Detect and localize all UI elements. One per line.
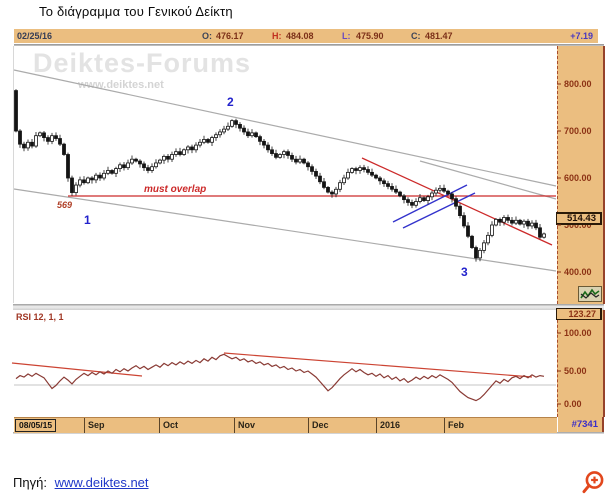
high-label: H: bbox=[272, 31, 282, 41]
elliott-wave-2: 2 bbox=[227, 95, 234, 109]
month-label: Sep bbox=[88, 420, 105, 430]
open-value: 476.17 bbox=[216, 31, 244, 41]
month-label: 2016 bbox=[380, 420, 401, 430]
low-value: 475.90 bbox=[356, 31, 384, 41]
zoom-in-icon[interactable] bbox=[580, 468, 608, 496]
watermark-url: www.deiktes.net bbox=[78, 79, 164, 91]
rsi-tick-label: 0.00 bbox=[564, 399, 582, 409]
close-label: C: bbox=[411, 31, 421, 41]
price-tick-label: 600.00 bbox=[564, 173, 592, 183]
rsi-top-value-box: 123.27 bbox=[556, 308, 602, 320]
month-label: Nov bbox=[238, 420, 256, 430]
price-axis-panel: 800.00 700.00 600.00 500.00 400.00 bbox=[557, 46, 605, 304]
rsi-tick-label: 50.00 bbox=[564, 366, 587, 376]
quote-date: 02/25/16 bbox=[17, 31, 53, 41]
source-label: Πηγή: bbox=[13, 475, 47, 490]
high-value: 484.08 bbox=[286, 31, 314, 41]
month-tick bbox=[84, 418, 85, 433]
rsi-red-trendline-long bbox=[223, 352, 533, 378]
month-tick bbox=[234, 418, 235, 433]
price-tick-label: 400.00 bbox=[564, 267, 592, 277]
must-overlap-label: must overlap bbox=[144, 184, 207, 195]
price-level-569-label: 569 bbox=[57, 200, 73, 210]
elliott-wave-1: 1 bbox=[84, 213, 91, 227]
month-tick bbox=[444, 418, 445, 433]
quote-header-bar: 02/25/16 O: 476.17 H: 484.08 L: 475.90 C… bbox=[14, 29, 598, 43]
price-tick-label: 800.00 bbox=[564, 79, 592, 89]
last-price-box: 514.43 bbox=[556, 212, 602, 225]
rsi-indicator-label: RSI 12, 1, 1 bbox=[16, 312, 64, 322]
header-divider bbox=[14, 43, 604, 47]
month-tick bbox=[159, 418, 160, 433]
rsi-red-trendline-left bbox=[11, 362, 143, 377]
elliott-wave-3: 3 bbox=[461, 265, 468, 279]
month-tick bbox=[376, 418, 377, 433]
bar-count-box: #7341 bbox=[558, 417, 604, 432]
open-label: O: bbox=[202, 31, 212, 41]
chart-bottom-border bbox=[13, 432, 604, 434]
watermark-brand: Deiktes-Forums bbox=[33, 48, 252, 78]
rsi-axis-panel: 100.00 50.00 0.00 bbox=[557, 310, 605, 417]
price-tick-label: 700.00 bbox=[564, 126, 592, 136]
chart-tools-glyph bbox=[580, 288, 600, 299]
low-label: L: bbox=[342, 31, 351, 41]
month-label: Oct bbox=[163, 420, 179, 430]
rsi-line bbox=[15, 353, 545, 402]
source-link[interactable]: www.deiktes.net bbox=[54, 475, 149, 490]
month-tick bbox=[308, 418, 309, 433]
month-label: Dec bbox=[312, 420, 329, 430]
date-axis-bar: 08/05/15 Sep Oct Nov Dec 2016 Feb bbox=[14, 417, 557, 433]
rsi-tick-label: 100.00 bbox=[564, 328, 592, 338]
panel-splitter[interactable] bbox=[13, 304, 604, 310]
change-value: +7.19 bbox=[570, 31, 593, 41]
page-title: Το διάγραμμα του Γενικού Δείκτη bbox=[39, 4, 233, 19]
price-tick-label: 500.00 bbox=[564, 220, 592, 230]
source-line: Πηγή: www.deiktes.net bbox=[13, 475, 149, 490]
month-label: Feb bbox=[448, 420, 465, 430]
chart-tools-icon[interactable] bbox=[578, 286, 602, 302]
date-axis-start-box: 08/05/15 bbox=[15, 419, 57, 432]
close-value: 481.47 bbox=[425, 31, 453, 41]
